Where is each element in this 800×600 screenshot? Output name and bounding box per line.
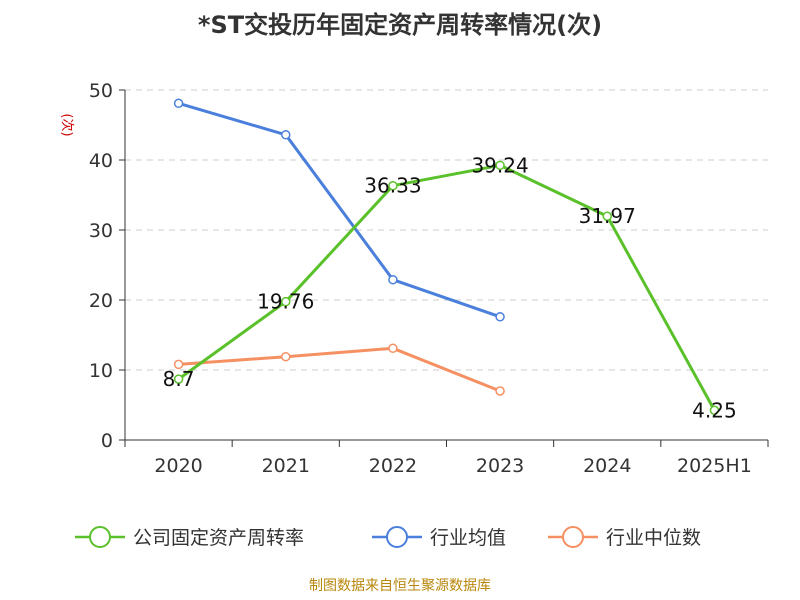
y-tick-label: 20 xyxy=(89,290,113,312)
series-line xyxy=(177,163,716,411)
data-label: 4.25 xyxy=(692,398,737,422)
legend-swatch-marker xyxy=(386,526,408,548)
data-point[interactable] xyxy=(495,386,505,396)
x-tick-label: 2024 xyxy=(583,455,631,477)
x-tick-label: 2025H1 xyxy=(677,455,752,477)
series-2 xyxy=(173,343,505,396)
data-point[interactable] xyxy=(388,180,398,191)
series-0 xyxy=(173,160,720,415)
data-point[interactable] xyxy=(495,160,505,171)
y-tick-label: 40 xyxy=(89,150,113,172)
data-point[interactable] xyxy=(388,274,398,285)
data-point[interactable] xyxy=(602,211,612,221)
legend-label: 行业均值 xyxy=(430,527,506,549)
source-note: 制图数据来自恒生聚源数据库 xyxy=(309,578,491,594)
legend-item[interactable]: 公司固定资产周转率 xyxy=(75,526,304,549)
data-labels: 8.7 19.76 36.33 39.24 31.97 4.25 xyxy=(163,153,737,422)
data-label: 19.76 xyxy=(257,290,314,314)
series-line xyxy=(178,101,501,319)
y-axis-label: (次) xyxy=(59,113,75,136)
data-point[interactable] xyxy=(281,130,291,140)
legend-swatch-marker xyxy=(562,526,584,548)
x-tick-label: 2023 xyxy=(476,455,524,477)
data-label: 31.97 xyxy=(579,204,636,228)
x-tick-label: 2022 xyxy=(369,455,417,477)
data-point[interactable] xyxy=(281,296,291,307)
data-point[interactable] xyxy=(173,359,184,370)
legend[interactable]: 公司固定资产周转率 行业均值 行业中位数 xyxy=(75,526,701,549)
legend-label: 行业中位数 xyxy=(606,527,701,549)
data-label: 39.24 xyxy=(471,153,528,177)
legend-label: 公司固定资产周转率 xyxy=(133,527,304,549)
y-tick-label: 10 xyxy=(89,360,113,382)
grid-lines xyxy=(125,89,768,371)
data-point[interactable] xyxy=(388,343,398,354)
series-line xyxy=(178,346,501,393)
x-tick-label: 2020 xyxy=(154,455,202,477)
legend-item[interactable]: 行业中位数 xyxy=(548,526,701,549)
y-tick-label: 50 xyxy=(89,80,113,102)
data-point[interactable] xyxy=(173,374,184,384)
y-tick-label: 30 xyxy=(89,220,113,242)
series-layer xyxy=(173,98,720,415)
chart-title: *ST交投历年固定资产周转率情况(次) xyxy=(198,11,602,39)
series-1 xyxy=(173,98,505,322)
data-point[interactable] xyxy=(495,312,505,322)
data-label: 36.33 xyxy=(364,174,421,198)
x-tick-label: 2021 xyxy=(262,455,310,477)
y-axis: 0 10 20 30 40 50 xyxy=(89,80,126,452)
data-point[interactable] xyxy=(709,405,720,415)
y-tick-label: 0 xyxy=(101,430,113,452)
data-label: 8.7 xyxy=(163,367,195,391)
data-point[interactable] xyxy=(281,351,291,362)
x-axis: 2020 2021 2022 2023 2024 2025H1 xyxy=(124,439,769,477)
legend-item[interactable]: 行业均值 xyxy=(372,526,506,549)
legend-swatch-marker xyxy=(89,526,111,548)
data-point[interactable] xyxy=(173,98,184,109)
